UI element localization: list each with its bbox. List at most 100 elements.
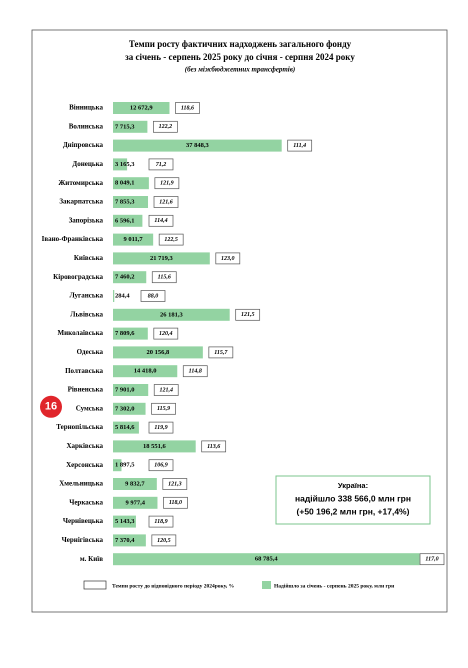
value-label: 284,4: [115, 292, 130, 299]
legend-swatch: [262, 581, 271, 589]
growth-label: 88,0: [148, 293, 159, 299]
category-label: Івано-Франківська: [42, 235, 104, 243]
bar: [113, 139, 282, 152]
bar: [113, 440, 196, 453]
bar: [113, 459, 122, 472]
value-label: 9 977,4: [125, 499, 145, 506]
growth-label: 121,5: [241, 312, 255, 318]
category-label: Кіровоградська: [53, 273, 103, 281]
value-label: 7 901,0: [115, 386, 135, 393]
growth-label: 121,6: [159, 199, 173, 205]
category-label: Рівненська: [68, 386, 104, 394]
category-label: м. Київ: [80, 555, 103, 563]
growth-label: 118,9: [154, 519, 167, 525]
annotation-text: Україна:: [338, 481, 368, 490]
growth-box: [148, 459, 174, 472]
frame: [31, 29, 448, 613]
bar: [113, 478, 157, 490]
growth-box: [148, 158, 174, 171]
growth-box: [287, 139, 313, 152]
chart-subtitle: за січень - серпень 2025 року до січня -…: [125, 52, 355, 62]
growth-box: [151, 534, 177, 547]
value-label: 7 302,0: [115, 405, 135, 412]
badge-label: 16: [45, 401, 57, 413]
growth-label: 115,7: [214, 350, 228, 356]
growth-label: 71,2: [156, 162, 167, 168]
category-label: Житомирська: [58, 179, 103, 187]
category-label: Вінницька: [69, 104, 103, 112]
growth-box: [153, 120, 178, 133]
value-label: 7 855,3: [115, 198, 135, 205]
growth-box: [158, 233, 184, 246]
growth-label: 118,6: [181, 105, 194, 111]
growth-label: 122,2: [159, 124, 173, 130]
category-label: Дніпровська: [63, 141, 104, 149]
bar: [113, 271, 147, 284]
growth-box: [151, 402, 176, 415]
chart-title: Темпи росту фактичних надходжень загальн…: [129, 39, 352, 49]
value-label: 9 832,7: [125, 480, 145, 487]
annotation-text: (+50 196,2 млн грн, +17,4%): [297, 506, 410, 516]
bar: [113, 290, 115, 302]
growth-label: 121,3: [168, 481, 182, 487]
bar: [113, 120, 148, 133]
growth-box: [235, 308, 261, 321]
growth-label: 120,5: [157, 538, 171, 544]
category-label: Харківська: [66, 442, 103, 450]
bar: [113, 421, 139, 434]
growth-label: 122,5: [164, 237, 178, 243]
value-label: 5 814,6: [115, 424, 135, 431]
bar: [113, 496, 158, 509]
growth-box: [151, 271, 177, 284]
growth-box: [175, 102, 200, 114]
value-label: 18 551,6: [143, 443, 167, 450]
growth-box: [162, 478, 188, 490]
value-label: 7 715,3: [115, 123, 135, 130]
growth-box: [153, 196, 179, 208]
bar: [113, 102, 170, 114]
growth-box: [201, 440, 227, 453]
value-label: 7 809,6: [115, 330, 135, 337]
growth-label: 121,9: [160, 181, 174, 187]
growth-box: [140, 290, 166, 302]
bar: [113, 177, 149, 190]
growth-label: 123,0: [221, 256, 235, 262]
growth-label: 111,4: [293, 143, 306, 149]
category-label: Одеська: [77, 348, 104, 356]
value-label: 68 785,4: [255, 556, 279, 563]
category-label: Черкаська: [69, 498, 103, 506]
category-label: Донецька: [72, 160, 103, 168]
value-label: 26 181,3: [160, 311, 184, 318]
growth-label: 118,0: [169, 500, 182, 506]
bar: [113, 158, 128, 171]
bar: [113, 534, 146, 547]
category-label: Волинська: [69, 122, 104, 130]
value-label: 1 897,5: [115, 462, 135, 469]
category-label: Львівська: [70, 310, 103, 318]
value-label: 7 370,4: [115, 537, 135, 544]
growth-box: [163, 496, 188, 509]
bar: [113, 252, 210, 265]
growth-box: [208, 346, 234, 359]
legend-label: Темпи росту до відповідного періоду 2024…: [112, 583, 234, 589]
growth-box: [154, 177, 180, 190]
value-label: 3 165,3: [115, 161, 135, 168]
category-label: Сумська: [76, 404, 104, 412]
value-label: 37 848,3: [186, 142, 210, 149]
value-label: 7 460,2: [115, 274, 135, 281]
legend-swatch: [83, 580, 107, 590]
value-label: 5 143,3: [115, 518, 135, 525]
bar: [113, 233, 154, 246]
category-label: Полтавська: [65, 367, 103, 375]
growth-box: [153, 327, 179, 340]
growth-label: 115,9: [157, 406, 170, 412]
category-label: Чернівецька: [63, 517, 104, 525]
growth-label: 106,9: [154, 463, 168, 469]
category-label: Запорізька: [69, 216, 104, 224]
growth-box: [419, 553, 445, 566]
category-label: Хмельницька: [59, 480, 103, 488]
bar: [113, 327, 148, 340]
annotation-text: надійшло 338 566,0 млн грн: [295, 493, 411, 503]
